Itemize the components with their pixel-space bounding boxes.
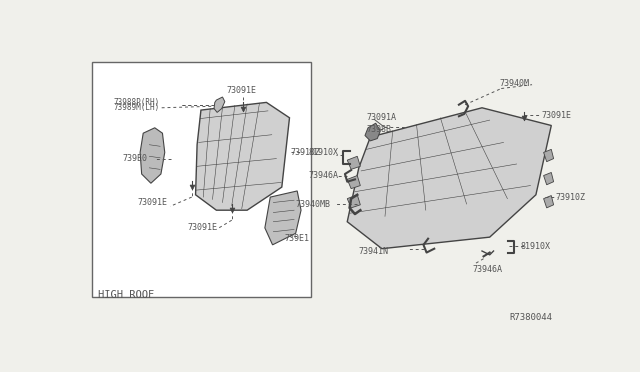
Text: 73091E: 73091E — [541, 111, 572, 120]
Text: 739E0: 739E0 — [122, 154, 147, 163]
Text: 73988P(RH): 73988P(RH) — [114, 98, 160, 107]
Text: 73091A: 73091A — [367, 113, 397, 122]
Text: 73910Z: 73910Z — [555, 193, 585, 202]
Polygon shape — [543, 150, 554, 162]
Text: 73091E: 73091E — [137, 198, 167, 207]
Text: 7398B: 7398B — [367, 125, 392, 134]
Polygon shape — [214, 97, 225, 112]
Polygon shape — [365, 123, 380, 141]
Text: R7380044: R7380044 — [509, 314, 552, 323]
Text: HIGH ROOF: HIGH ROOF — [98, 289, 154, 299]
Polygon shape — [348, 195, 360, 208]
Polygon shape — [348, 176, 360, 189]
Polygon shape — [265, 191, 301, 245]
Polygon shape — [348, 156, 360, 169]
Polygon shape — [543, 173, 554, 185]
Text: 73091E: 73091E — [227, 86, 257, 95]
Text: 81910X: 81910X — [308, 148, 339, 157]
Text: 73946A: 73946A — [308, 171, 339, 180]
Text: 73989M(LH): 73989M(LH) — [114, 103, 160, 112]
Polygon shape — [196, 102, 289, 210]
Text: 81910X: 81910X — [520, 242, 550, 251]
Text: 73941N: 73941N — [359, 247, 388, 256]
Text: 73910Z: 73910Z — [291, 148, 320, 157]
Text: 73091E: 73091E — [188, 224, 218, 232]
Polygon shape — [348, 108, 551, 249]
Text: 73946A: 73946A — [473, 265, 503, 274]
Text: 73940MB: 73940MB — [296, 199, 331, 209]
Bar — [92, 62, 311, 297]
Text: 739E1: 739E1 — [285, 234, 310, 243]
Polygon shape — [543, 196, 554, 208]
Polygon shape — [140, 128, 164, 183]
Text: 73940M: 73940M — [500, 78, 530, 88]
